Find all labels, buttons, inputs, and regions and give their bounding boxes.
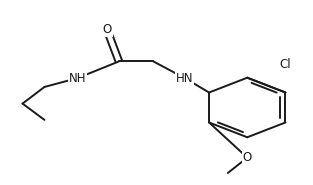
Text: O: O — [243, 151, 252, 164]
Text: O: O — [102, 23, 112, 36]
Text: NH: NH — [69, 72, 86, 85]
Text: Cl: Cl — [280, 58, 291, 71]
Text: HN: HN — [176, 72, 193, 85]
